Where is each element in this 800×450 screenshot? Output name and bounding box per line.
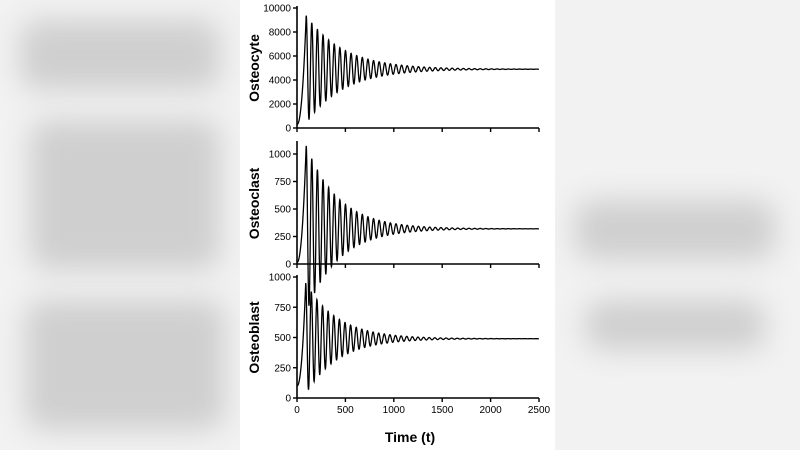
osteoclast-ytick-label: 750 [274,177,291,188]
osteocyte-series-line [296,15,539,126]
osteocyte-ytick-label: 0 [285,124,291,135]
osteoblast-ytick-label: 250 [274,363,291,374]
osteoclast-ytick-label: 250 [274,232,291,243]
osteoclast-series-line [296,145,539,306]
osteoclast-ylabel: Osteoclast [246,167,262,239]
osteoblast-xtick-label: 1000 [383,405,406,416]
blurred-background-right [555,0,800,450]
osteoclast-ytick-label: 1000 [269,150,292,161]
figure-svg: 0200040006000800010000Osteocyte025050075… [246,4,551,446]
osteoclast-ytick-label: 0 [285,260,291,271]
osteoblast-xtick-label: 1500 [431,405,454,416]
osteoblast-ytick-label: 0 [285,394,291,405]
osteoblast-xtick-label: 500 [337,405,354,416]
osteocyte-ytick-label: 4000 [269,76,292,87]
blurred-background-left [0,0,240,450]
osteoclast-ytick-label: 500 [274,205,291,216]
xaxis-label: Time (t) [385,429,435,445]
osteoblast-ytick-label: 500 [274,333,291,344]
osteocyte-ytick-label: 6000 [269,52,292,63]
osteoblast-ylabel: Osteoblast [246,301,262,374]
osteoblast-ytick-label: 1000 [269,273,292,284]
osteoblast-xtick-label: 2500 [528,405,551,416]
figure-panel: 0 2000 4000 6000 8000 10000 Osteocyte 0 250 500 75… [240,0,555,450]
osteoblast-series-line [296,282,539,390]
osteocyte-ytick-label: 2000 [269,100,292,111]
osteoblast-xtick-label: 0 [294,405,300,416]
osteoblast-ytick-label: 750 [274,303,291,314]
osteocyte-ytick-label: 10000 [263,4,291,15]
osteoblast-xtick-label: 2000 [479,405,502,416]
osteocyte-ylabel: Osteocyte [246,34,262,102]
osteocyte-ytick-label: 8000 [269,28,292,39]
